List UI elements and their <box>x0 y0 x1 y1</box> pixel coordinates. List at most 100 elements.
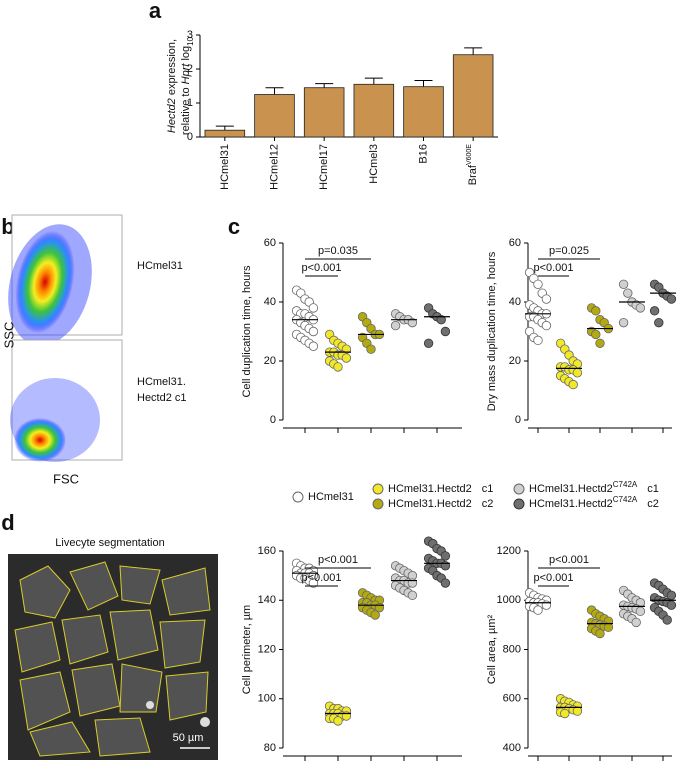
y-axis-label: relative to Hprt log10 <box>180 36 195 135</box>
legend-superscript: C742A <box>613 480 638 489</box>
y-label-part: Hprt <box>180 63 192 85</box>
x-tick-label: B16 <box>417 144 429 164</box>
significance-label: p<0.001 <box>301 262 341 274</box>
legend-name: HCmel31.Hectd2 <box>529 498 613 510</box>
data-point <box>333 362 343 372</box>
y-tick-label: 0 <box>270 414 276 426</box>
y-tick-label: 1 <box>187 97 193 109</box>
flow-label: HCmel31 <box>137 260 183 272</box>
panel-label: d <box>1 510 14 535</box>
data-point <box>341 353 352 363</box>
category-name: Braf <box>467 164 479 185</box>
category-name: HCmel31 <box>219 144 231 190</box>
data-point <box>440 551 451 561</box>
y-axis-label: Cell area, µm² <box>486 615 498 685</box>
y-tick-label: 400 <box>503 742 521 754</box>
data-point <box>308 578 319 588</box>
y-label-part: relative to <box>180 84 192 135</box>
bar <box>303 87 345 138</box>
y-tick-label: 120 <box>258 643 276 655</box>
cell-outline <box>19 565 71 619</box>
y-tick-label: 140 <box>258 594 276 606</box>
data-point <box>533 279 543 290</box>
y-tick-label: 40 <box>509 296 521 308</box>
y-tick-label: 100 <box>258 693 276 705</box>
cell-outline <box>29 721 91 757</box>
data-point <box>436 315 446 325</box>
data-point <box>366 344 376 354</box>
y-tick-label: 80 <box>264 742 276 754</box>
data-point <box>591 329 601 340</box>
y-axis-label: Hectd2 expression, <box>166 39 178 133</box>
x-tick-label: HCmel3 <box>368 144 380 184</box>
data-point <box>308 303 319 313</box>
cell-outline <box>119 663 163 713</box>
data-point <box>595 338 605 349</box>
flow-ylabel: SSC <box>1 322 16 349</box>
legend-suffix: c1 <box>647 483 659 495</box>
data-point <box>631 617 641 628</box>
bar <box>403 86 444 138</box>
bar <box>204 129 246 138</box>
legend-suffix: c2 <box>482 498 494 510</box>
cell-outline <box>109 609 159 661</box>
data-point <box>603 622 614 633</box>
charts: 0 1 2 3 Hectd2 expression,relative to Hprt l… <box>166 29 677 761</box>
data-point <box>654 317 664 328</box>
flow-xlabel: FSC <box>53 471 79 486</box>
data-point <box>440 578 451 588</box>
data-point <box>666 294 677 304</box>
data-point <box>618 317 629 328</box>
cell-outline <box>69 561 119 611</box>
data-point <box>618 279 629 290</box>
image-caption: Livecyte segmentation <box>55 537 164 549</box>
flow-density <box>14 418 66 462</box>
category-name: HCmel17 <box>318 144 330 190</box>
y-tick-label: 800 <box>503 643 521 655</box>
category-name: HCmel12 <box>268 144 280 190</box>
data-point <box>666 590 677 601</box>
panel-label: a <box>149 0 162 23</box>
data-point <box>333 716 343 726</box>
cell-outline <box>14 621 61 673</box>
category-name: B16 <box>417 144 429 164</box>
bar <box>353 83 395 138</box>
data-point <box>560 708 570 719</box>
legend: HCmel31 HCmel31.Hectd2 c1 HCmel31.Hectd2 c2 H… <box>292 480 659 510</box>
legend-name: HCmel31 <box>308 491 354 503</box>
legend-swatch <box>372 483 384 495</box>
legend-label: HCmel31 <box>308 491 354 503</box>
flow-density <box>15 230 75 334</box>
legend-name: HCmel31.Hectd2 <box>388 483 472 495</box>
legend-name: HCmel31.Hectd2 <box>388 498 472 510</box>
cell-outline <box>19 671 71 731</box>
data-point <box>591 306 601 316</box>
significance-label: p<0.001 <box>533 262 573 274</box>
significance-label: p=0.025 <box>549 245 589 257</box>
data-point <box>370 610 380 620</box>
legend-label: HCmel31.Hectd2 c1 <box>388 483 493 495</box>
data-point <box>635 606 646 617</box>
legend-swatch <box>513 498 525 510</box>
y-tick-label: 160 <box>258 545 276 557</box>
y-tick-label: 40 <box>264 296 276 308</box>
y-tick-label: 1000 <box>497 594 521 606</box>
x-tick-label: HCmel17 <box>318 144 330 190</box>
data-point <box>423 338 434 349</box>
panel-label: c <box>228 214 240 239</box>
legend-swatch <box>513 483 525 495</box>
y-tick-label: 0 <box>515 414 521 426</box>
panel-label: b <box>1 214 14 239</box>
legend-swatch <box>292 491 304 503</box>
legend-suffix: c1 <box>482 483 494 495</box>
significance-label: p<0.001 <box>301 572 341 584</box>
category-superscript: V600E <box>467 144 474 165</box>
data-point <box>635 303 646 313</box>
significance-label: p=0.035 <box>318 245 358 257</box>
legend-label: HCmel31.Hectd2C742A c2 <box>529 495 659 510</box>
significance-label: p<0.001 <box>549 554 589 566</box>
data-point <box>649 306 660 316</box>
data-point <box>541 294 552 304</box>
data-point <box>572 368 583 378</box>
